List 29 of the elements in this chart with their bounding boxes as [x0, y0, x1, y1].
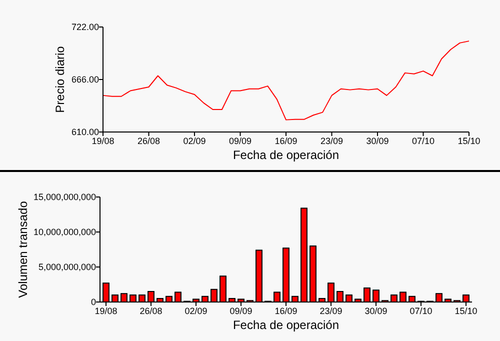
x-axis-title: Fecha de operación	[232, 318, 340, 332]
y-tick-label: 722.00	[71, 22, 99, 32]
x-tick-label: 26/08	[137, 136, 160, 146]
x-tick-label: 15/10	[458, 136, 480, 146]
x-tick-label: 16/09	[274, 136, 298, 146]
x-axis-title: Fecha de operación	[232, 148, 340, 162]
y-tick-label: 666.00	[71, 74, 99, 85]
x-tick-label: 19/08	[94, 306, 118, 316]
y-tick-label: 610.00	[71, 127, 99, 138]
y-tick-label: 5,000,000,000	[38, 262, 96, 272]
x-tick-label: 02/09	[183, 136, 206, 146]
x-tick-label: 30/09	[366, 136, 389, 146]
y-tick-label: 10,000,000,000	[33, 227, 96, 238]
x-tick-label: 07/10	[412, 136, 435, 146]
y-axis-title: Volumen transado	[16, 200, 30, 298]
x-tick-label: 30/09	[364, 306, 388, 316]
x-tick-label: 09/09	[230, 306, 252, 316]
y-axis-title: Precio diario	[53, 46, 67, 113]
x-tick-label: 23/09	[320, 306, 342, 316]
x-tick-label: 07/10	[410, 306, 432, 316]
y-tick-label: 15,000,000,000	[33, 192, 96, 202]
x-tick-label: 02/09	[184, 306, 208, 316]
x-tick-label: 26/08	[140, 306, 162, 316]
x-tick-label: 09/09	[228, 136, 252, 146]
x-tick-label: 19/08	[92, 136, 114, 146]
x-tick-label: 23/09	[320, 136, 344, 146]
x-tick-label: 16/09	[274, 306, 298, 316]
y-tick-label: 0	[90, 297, 96, 308]
x-tick-label: 15/10	[454, 306, 478, 316]
